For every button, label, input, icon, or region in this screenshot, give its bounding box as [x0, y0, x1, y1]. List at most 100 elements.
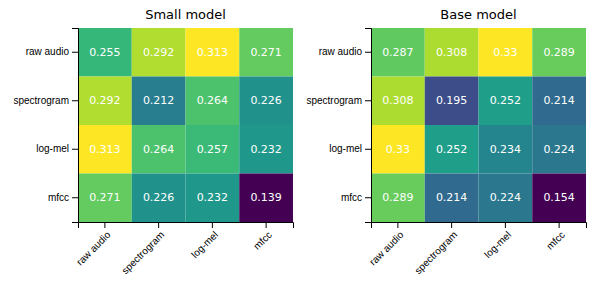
tick-mark: [72, 197, 78, 198]
data-label: 0.271: [89, 191, 121, 204]
heatmap-cell: [371, 77, 425, 126]
tick-mark: [397, 222, 398, 228]
tick: log-mel: [329, 143, 371, 154]
heatmap-cell: [239, 125, 293, 174]
tick-mark: [72, 149, 78, 150]
tick-mark: [365, 197, 371, 198]
cells: [78, 28, 293, 222]
tick-mark: [104, 222, 105, 228]
heatmap-cell: [532, 28, 586, 77]
cell-labels: 0.2870.3080.330.2890.3080.1950.2520.2140…: [382, 46, 575, 205]
tick: log-mel: [482, 222, 513, 260]
tick-label: mfcc: [251, 229, 274, 252]
data-label: 0.308: [382, 94, 414, 107]
heatmap-cell: [479, 125, 533, 174]
heatmap-cell: [186, 174, 240, 223]
tick-label: mfcc: [341, 192, 362, 203]
data-label: 0.308: [436, 46, 468, 59]
tick-mark: [365, 100, 371, 101]
heatmap-cell: [239, 28, 293, 77]
heatmap-cell: [425, 77, 479, 126]
tick-label: spectrogram: [13, 95, 69, 106]
heatmap-cell: [239, 77, 293, 126]
data-label: 0.292: [143, 46, 175, 59]
tick: mfcc: [48, 192, 78, 203]
tick-label: raw audio: [26, 46, 70, 57]
heatmap-cell: [78, 125, 132, 174]
data-label: 0.224: [490, 191, 522, 204]
data-label: 0.264: [197, 94, 229, 107]
heatmap-cell: [425, 174, 479, 223]
tick-label: spectrogram: [119, 229, 166, 276]
heatmap-cell: [132, 77, 186, 126]
heatmap-cell: [425, 125, 479, 174]
title: Base model: [440, 7, 516, 22]
data-label: 0.252: [490, 94, 522, 107]
heatmap-cell: [532, 125, 586, 174]
tick-label: spectrogram: [306, 95, 362, 106]
data-label: 0.313: [89, 143, 121, 156]
heatmap-cell: [132, 125, 186, 174]
heatmap-cell: [479, 77, 533, 126]
panel: 0.2870.3080.330.2890.3080.1950.2520.2140…: [306, 7, 586, 276]
data-label: 0.195: [436, 94, 468, 107]
heatmap-cell: [425, 28, 479, 77]
y-axis: raw audio spectrogram log-mel mfcc: [306, 29, 371, 223]
tick-label: mfcc: [544, 229, 567, 252]
tick: mfcc: [341, 192, 371, 203]
data-label: 0.252: [436, 143, 468, 156]
tick: mfcc: [544, 222, 567, 252]
data-label: 0.154: [543, 191, 575, 204]
data-label: 0.226: [143, 191, 175, 204]
heatmap-cell: [371, 125, 425, 174]
tick-label: raw audio: [74, 229, 113, 268]
y-axis: raw audio spectrogram log-mel mfcc: [13, 29, 78, 223]
data-label: 0.226: [250, 94, 282, 107]
tick-mark: [559, 222, 560, 228]
heatmap-cell: [78, 28, 132, 77]
tick-label: mfcc: [48, 192, 69, 203]
heatmap-cell: [186, 125, 240, 174]
cell-labels: 0.255 0.292 0.313 0.271 0.292 0.212 0.264 0.226…: [89, 46, 282, 205]
heatmap-cell: [371, 28, 425, 77]
data-label: 0.212: [143, 94, 175, 107]
tick-label: raw audio: [319, 46, 363, 57]
tick-mark: [365, 52, 371, 53]
tick-mark: [212, 222, 213, 228]
data-label: 0.289: [382, 191, 414, 204]
tick-label: log-mel: [482, 229, 513, 260]
data-label: 0.139: [250, 191, 282, 204]
x-axis: raw audiospectrogram log-mel mfcc: [74, 222, 293, 276]
tick: raw audio: [367, 222, 406, 268]
heatmap-cell: [371, 174, 425, 223]
tick: raw audio: [26, 46, 78, 57]
data-label: 0.33: [493, 46, 518, 59]
tick-label: log-mel: [329, 143, 362, 154]
data-label: 0.214: [543, 94, 575, 107]
data-label: 0.313: [197, 46, 229, 59]
tick: spectrogram: [412, 222, 459, 276]
heatmap-cell: [239, 174, 293, 223]
tick: spectrogram: [119, 222, 166, 276]
tick-label: log-mel: [189, 229, 220, 260]
data-label: 0.255: [89, 46, 121, 59]
data-label: 0.224: [543, 143, 575, 156]
heatmap-cell: [479, 174, 533, 223]
tick-label: spectrogram: [412, 229, 459, 276]
heatmap-cell: [78, 77, 132, 126]
data-label: 0.214: [436, 191, 468, 204]
tick: spectrogram: [306, 95, 371, 106]
data-label: 0.292: [89, 94, 121, 107]
data-label: 0.234: [490, 143, 522, 156]
data-label: 0.289: [543, 46, 575, 59]
chart: 0.255 0.292 0.313 0.271 0.292 0.212 0.264 0.226…: [0, 0, 604, 294]
cells: [371, 28, 586, 222]
data-label: 0.257: [197, 143, 229, 156]
title: Small model: [145, 7, 226, 22]
tick-label: log-mel: [36, 143, 69, 154]
heatmap-cell: [532, 174, 586, 223]
axis-line: [372, 223, 587, 229]
tick-label: raw audio: [367, 229, 406, 268]
tick: raw audio: [319, 46, 371, 57]
heatmap-cell: [532, 77, 586, 126]
